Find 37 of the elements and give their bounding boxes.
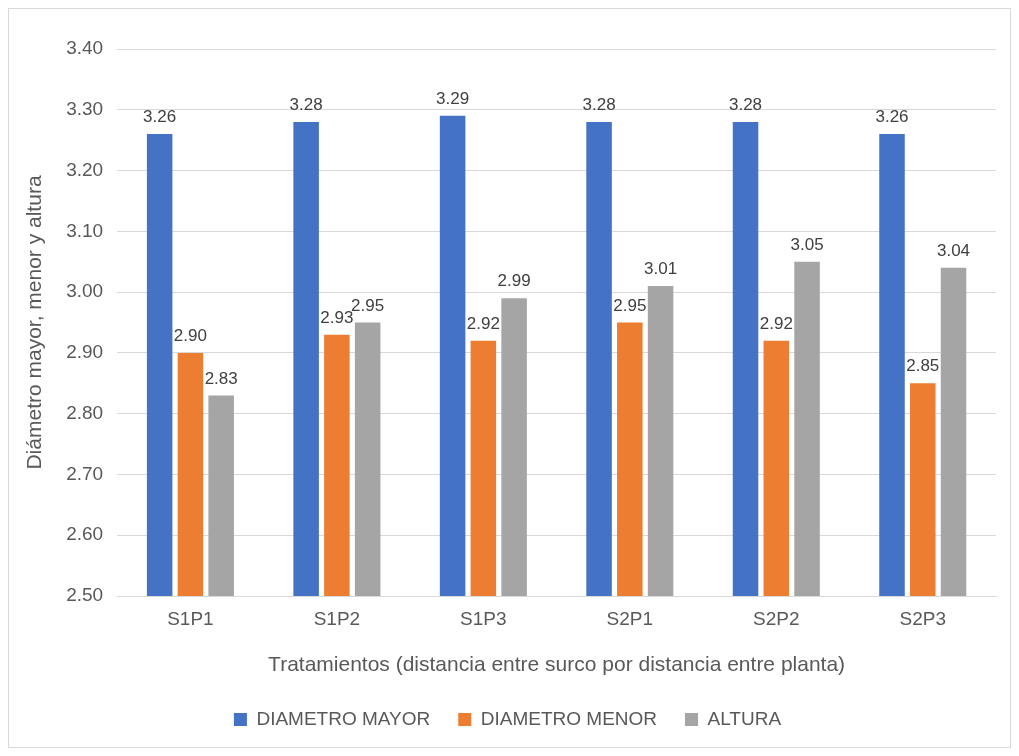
x-tick-label: S2P2 xyxy=(753,607,800,629)
x-tick-label: S1P1 xyxy=(167,607,214,629)
data-label: 3.26 xyxy=(143,107,177,127)
data-label: 3.05 xyxy=(790,234,824,254)
y-tick-label: 2.70 xyxy=(66,462,104,484)
legend-label: DIAMETRO MAYOR xyxy=(256,707,431,729)
data-label: 2.85 xyxy=(906,356,940,376)
data-label: 3.28 xyxy=(582,95,616,115)
x-tick-label: S2P1 xyxy=(606,607,654,629)
data-label: 3.29 xyxy=(436,89,470,109)
y-tick-label: 2.80 xyxy=(66,401,104,423)
y-tick-label: 3.40 xyxy=(66,37,104,59)
data-label: 2.99 xyxy=(497,271,531,291)
y-tick-label: 3.30 xyxy=(66,98,104,120)
y-axis-title: Diámetro mayor, menor y altura xyxy=(22,175,46,470)
y-tick-label: 3.20 xyxy=(66,158,104,180)
data-label: 3.01 xyxy=(644,259,678,279)
data-label: 2.90 xyxy=(173,326,207,346)
x-tick-label: S1P3 xyxy=(460,607,507,629)
data-label: 3.28 xyxy=(728,95,763,115)
y-tick-label: 2.90 xyxy=(66,341,104,363)
data-label: 3.04 xyxy=(936,240,971,260)
legend-label: DIAMETRO MENOR xyxy=(480,707,658,729)
x-tick-label: S1P2 xyxy=(313,607,361,629)
data-label: 2.83 xyxy=(204,368,238,388)
legend-label: ALTURA xyxy=(707,707,782,729)
data-label: 2.92 xyxy=(466,313,500,333)
y-tick-label: 2.50 xyxy=(66,584,104,606)
data-label: 2.95 xyxy=(613,295,647,315)
x-axis-title: Tratamientos (distancia entre surco por distancia entre planta) xyxy=(268,652,846,676)
data-label: 3.28 xyxy=(289,95,323,115)
y-tick-label: 3.00 xyxy=(66,280,104,302)
data-label: 2.92 xyxy=(759,313,793,333)
x-tick-label: S2P3 xyxy=(899,607,947,629)
data-label: 3.26 xyxy=(875,107,909,127)
y-tick-label: 3.10 xyxy=(66,219,104,241)
y-tick-label: 2.60 xyxy=(66,523,104,545)
